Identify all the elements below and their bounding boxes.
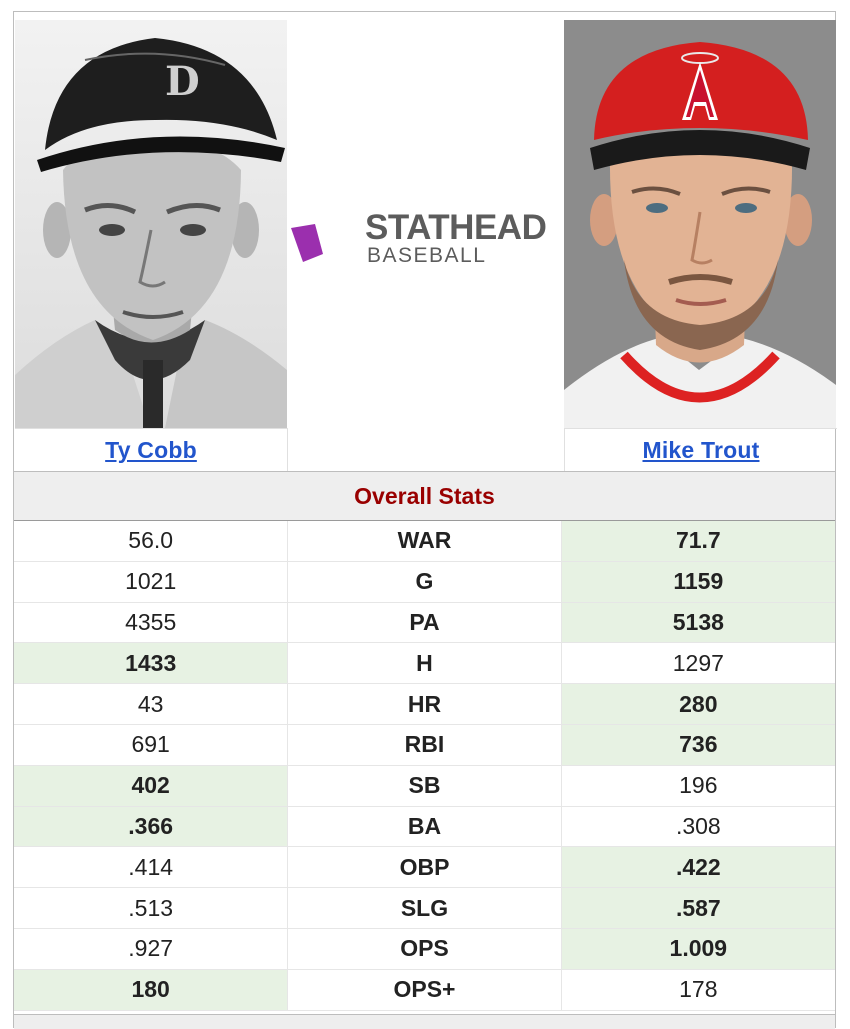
left-player-value: 402 <box>14 765 288 806</box>
stat-row-ops-plus: 180 OPS+ 178 <box>14 969 835 1011</box>
stat-row-ops: .927 OPS 1.009 <box>14 928 835 970</box>
player-name-cell-right: Mike Trout <box>564 428 837 471</box>
right-player-value: 5138 <box>561 602 835 643</box>
right-player-value: 1297 <box>672 649 724 676</box>
stats-table: 56.0 WAR 71.7 1021 G 1159 4355 PA 5138 1433 H 1297 4… <box>14 521 835 1011</box>
stat-row-pa: 4355 PA 5138 <box>14 602 835 644</box>
right-player-value: 280 <box>561 684 835 724</box>
left-player-value: 4355 <box>125 608 177 635</box>
stat-row-h: 1433 H 1297 <box>14 643 835 685</box>
stat-label: WAR <box>287 521 562 561</box>
right-player-value: 196 <box>679 772 718 799</box>
ty-cobb-portrait-icon: D <box>15 20 287 428</box>
left-player-value: .513 <box>128 894 174 921</box>
stat-row-war: 56.0 WAR 71.7 <box>14 521 835 562</box>
stat-label: BA <box>287 806 562 847</box>
logo-title: STATHEAD <box>365 208 547 247</box>
svg-text:D: D <box>165 58 200 105</box>
stat-label: SB <box>287 765 562 806</box>
right-player-value: 736 <box>561 724 835 765</box>
right-player-value: 1159 <box>561 561 835 602</box>
stat-row-ba: .366 BA .308 <box>14 806 835 848</box>
left-player-value: .414 <box>128 853 174 880</box>
stat-label: G <box>287 561 562 602</box>
player-header: D STATHEAD BASEBALL <box>14 12 837 471</box>
footer-strip <box>14 1014 835 1029</box>
ty-cobb-photo[interactable]: D <box>15 20 287 428</box>
right-player-value: 1.009 <box>561 928 835 969</box>
left-player-value: 180 <box>14 969 288 1010</box>
left-player-value: 56.0 <box>128 527 174 554</box>
right-player-value: 178 <box>679 976 718 1003</box>
stat-row-hr: 43 HR 280 <box>14 684 835 725</box>
stat-row-g: 1021 G 1159 <box>14 561 835 603</box>
mike-trout-photo[interactable] <box>564 20 836 428</box>
stat-label: SLG <box>287 888 562 928</box>
stat-label: HR <box>287 684 562 724</box>
left-player-value: 691 <box>131 731 170 758</box>
left-player-value: .927 <box>128 935 174 962</box>
stat-row-sb: 402 SB 196 <box>14 765 835 807</box>
logo-subtitle: BASEBALL <box>367 244 487 267</box>
stat-row-obp: .414 OBP .422 <box>14 847 835 889</box>
stat-row-slg: .513 SLG .587 <box>14 888 835 929</box>
section-title: Overall Stats <box>354 482 495 509</box>
stat-label: RBI <box>287 724 562 765</box>
stat-label: H <box>287 643 562 684</box>
stathead-logo[interactable]: STATHEAD BASEBALL <box>289 208 563 272</box>
right-player-value: .422 <box>561 847 835 888</box>
left-player-value: 43 <box>137 690 164 717</box>
player-name-cell-left: Ty Cobb <box>15 428 288 471</box>
stat-label: OBP <box>287 847 562 888</box>
left-player-value: 1021 <box>125 568 177 595</box>
comparison-card: D STATHEAD BASEBALL <box>13 11 837 1029</box>
stat-label: PA <box>287 602 562 643</box>
player-link-mike-trout[interactable]: Mike Trout <box>642 436 760 463</box>
right-player-value: .308 <box>675 812 721 839</box>
player-link-ty-cobb[interactable]: Ty Cobb <box>105 436 197 463</box>
stat-label: OPS+ <box>287 969 562 1010</box>
left-player-value: .366 <box>14 806 288 847</box>
stat-row-rbi: 691 RBI 736 <box>14 724 835 766</box>
right-player-value: .587 <box>561 888 835 928</box>
mike-trout-portrait-icon <box>564 20 836 428</box>
left-player-value: 1433 <box>14 643 288 684</box>
section-header: Overall Stats <box>14 471 835 521</box>
right-player-value: 71.7 <box>561 521 835 561</box>
stat-label: OPS <box>287 928 562 969</box>
stathead-logo-icon <box>291 216 341 268</box>
